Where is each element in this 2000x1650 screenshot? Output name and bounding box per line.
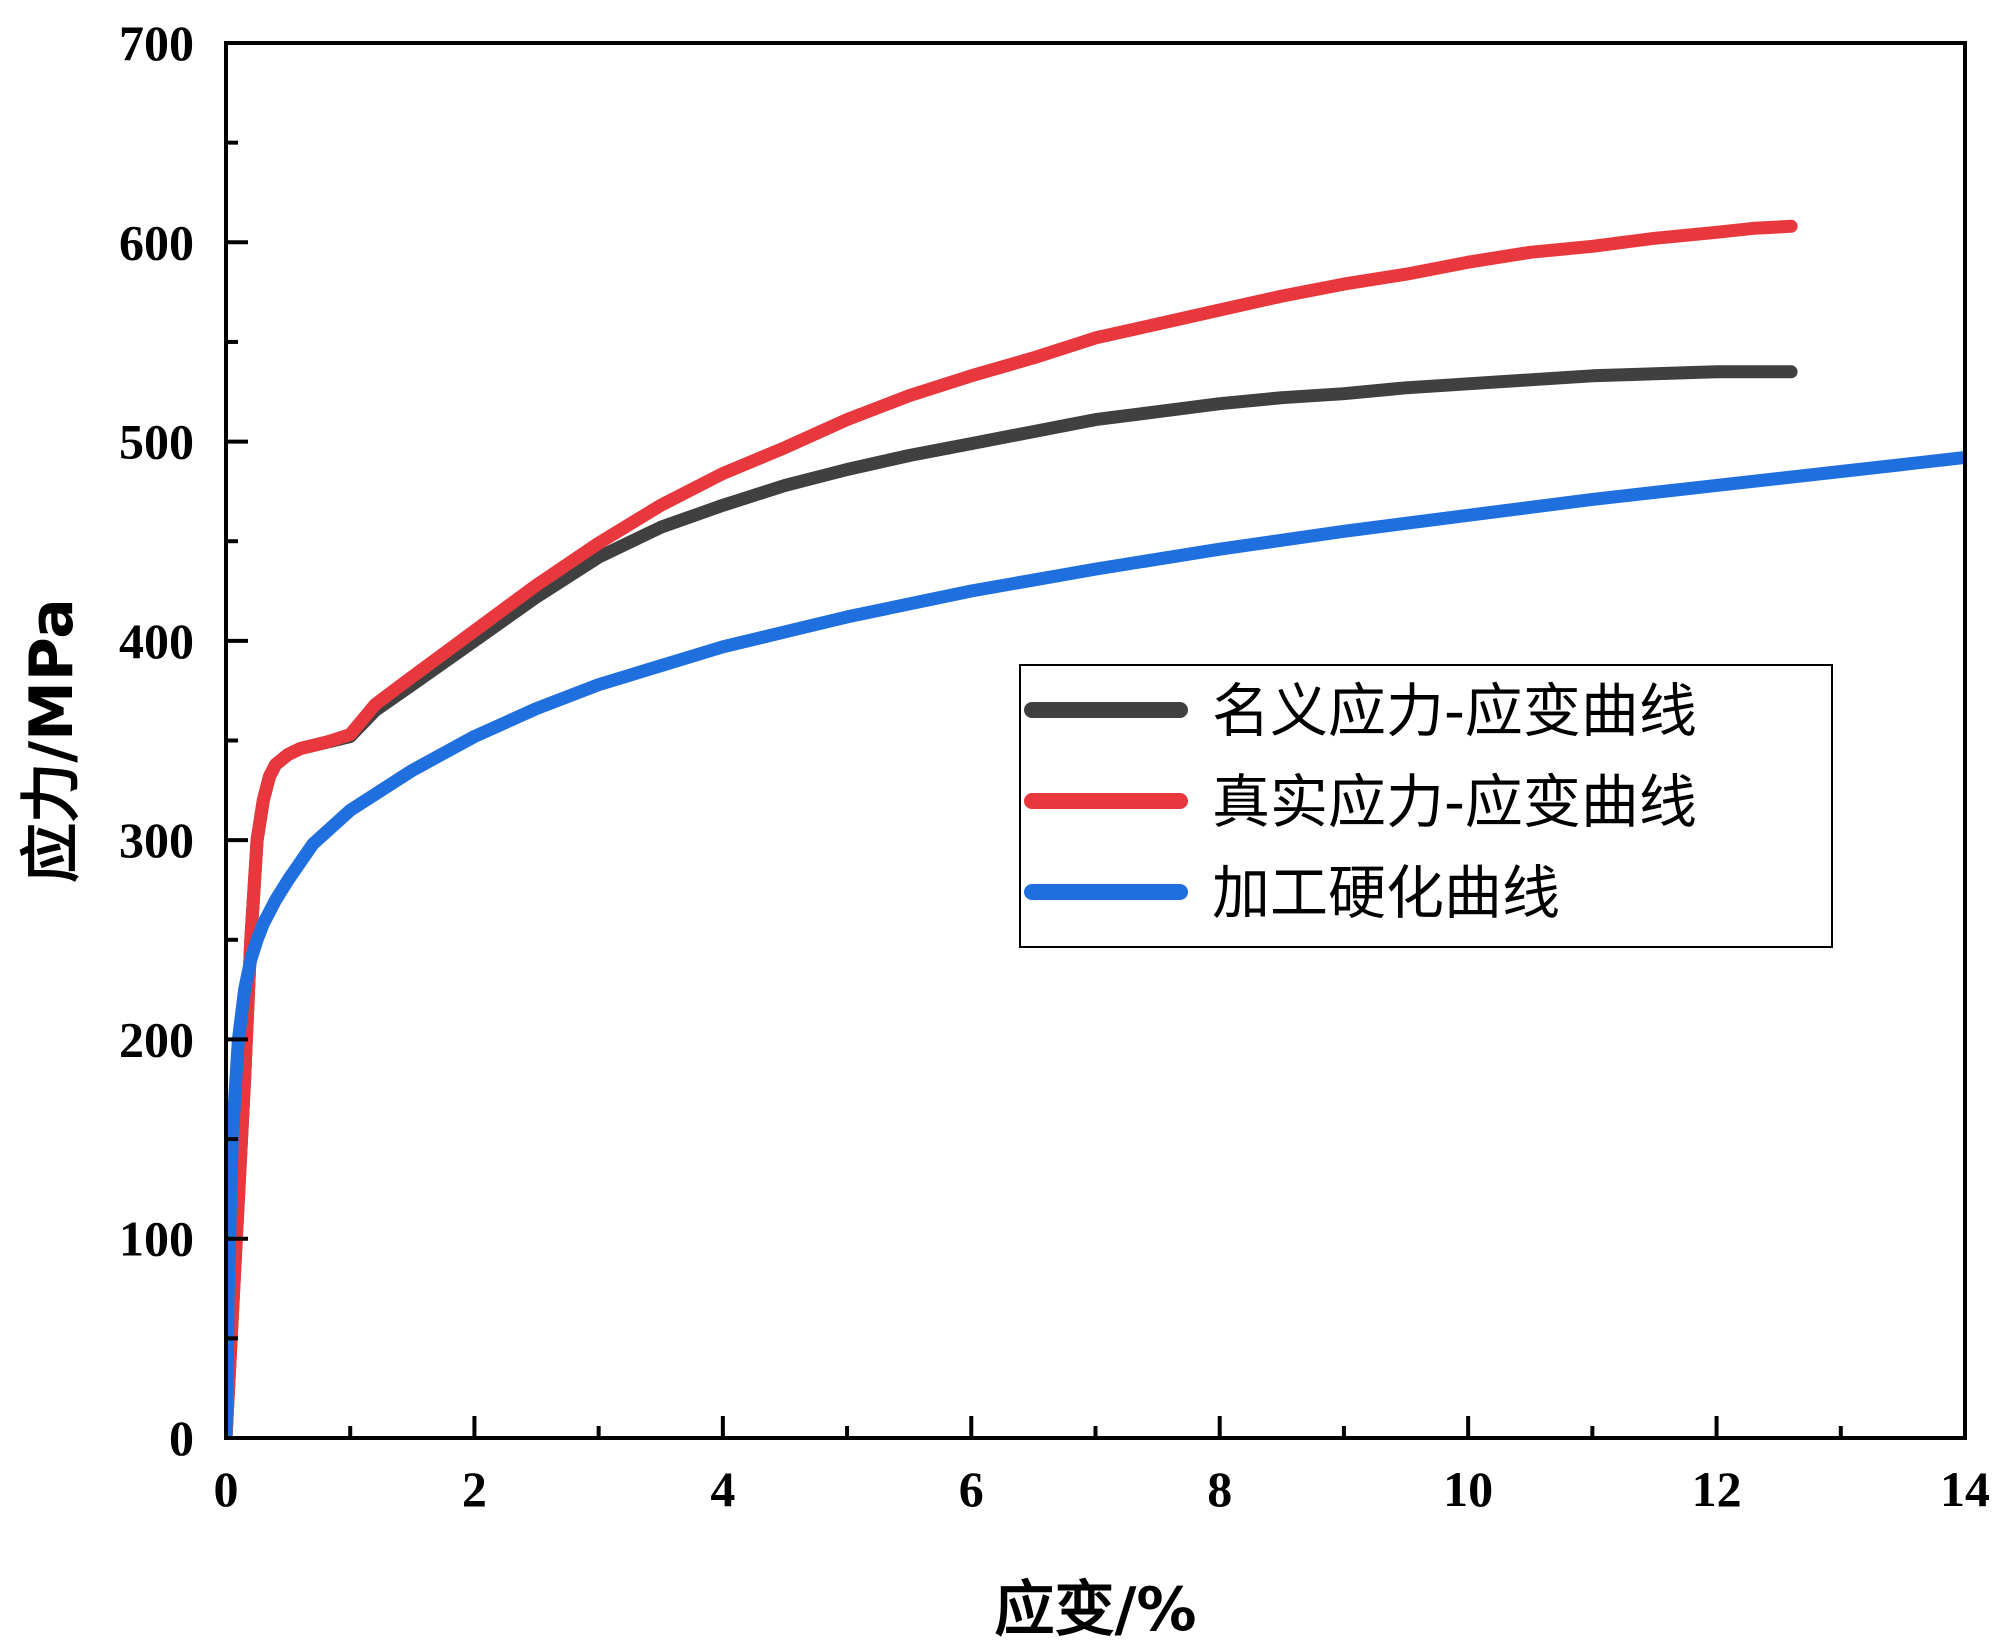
y-axis-title: 应力/MPa	[17, 598, 87, 882]
y-tick-label: 400	[119, 613, 194, 669]
x-tick-label: 6	[959, 1461, 984, 1517]
x-tick-label: 0	[214, 1461, 239, 1517]
legend-label-nominal: 名义应力-应变曲线	[1212, 677, 1697, 745]
y-tick-label: 300	[119, 812, 194, 868]
y-axis: 0 100 200 300 400 500 600 700	[119, 15, 248, 1466]
y-tick-label: 700	[119, 15, 194, 71]
plot-content	[226, 219, 1965, 1438]
x-tick-label: 10	[1443, 1461, 1493, 1517]
x-tick-label: 14	[1940, 1461, 1990, 1517]
y-tick-label: 600	[119, 214, 194, 270]
series-line-hardening	[226, 451, 1965, 1438]
x-axis: 0 2 4 6 8 10 12 14	[214, 1416, 1990, 1517]
x-tick-label: 12	[1692, 1461, 1742, 1517]
y-tick-label: 100	[119, 1211, 194, 1267]
x-axis-title: 应变/%	[994, 1575, 1196, 1645]
y-tick-label: 0	[169, 1410, 194, 1466]
x-tick-label: 2	[462, 1461, 487, 1517]
x-tick-label: 4	[710, 1461, 735, 1517]
y-tick-label: 500	[119, 414, 194, 470]
legend-label-hardening: 加工硬化曲线	[1212, 859, 1560, 927]
legend: 名义应力-应变曲线 真实应力-应变曲线 加工硬化曲线	[1019, 664, 1833, 948]
series-line-true	[226, 219, 1798, 1438]
legend-label-true: 真实应力-应变曲线	[1212, 768, 1697, 836]
y-tick-label: 200	[119, 1011, 194, 1067]
x-tick-label: 8	[1207, 1461, 1232, 1517]
